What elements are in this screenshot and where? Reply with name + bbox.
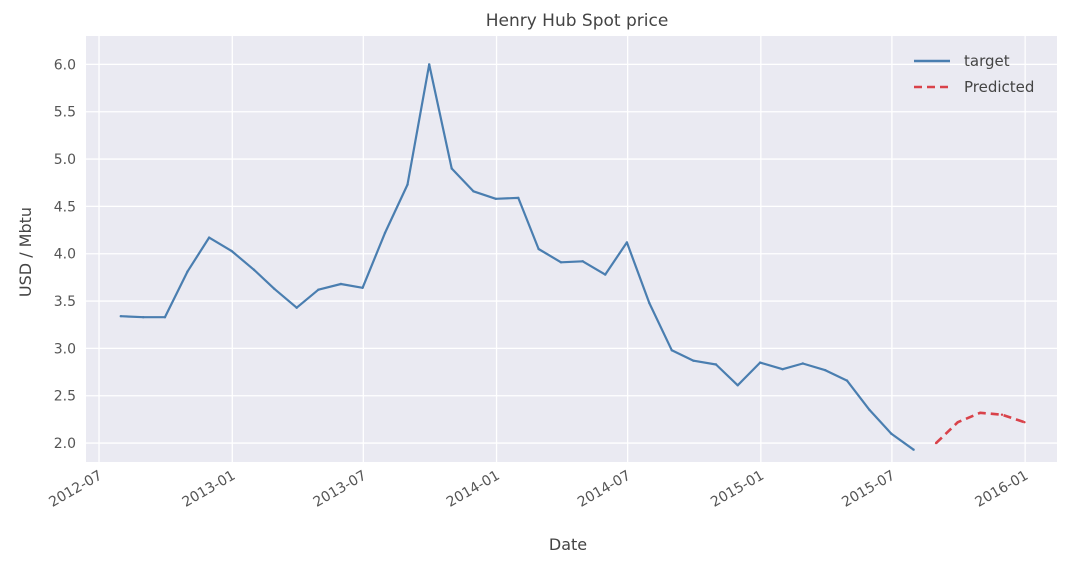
y-tick-label: 3.0	[54, 341, 76, 357]
data-point-target	[890, 432, 893, 435]
y-tick-label: 4.0	[54, 247, 76, 263]
data-point-predicted	[934, 441, 938, 445]
data-point-target	[317, 288, 320, 291]
data-point-target	[361, 286, 364, 289]
y-tick-label: 4.5	[54, 199, 76, 215]
y-tick-label: 3.5	[54, 294, 76, 310]
data-point-target	[119, 315, 123, 318]
y-tick-label: 2.5	[54, 389, 76, 405]
data-point-target	[339, 282, 343, 286]
x-tick-label: 2014-07	[575, 468, 634, 511]
gridlines	[86, 36, 1057, 462]
data-point-target	[559, 261, 563, 264]
data-point-target	[295, 306, 298, 309]
x-tick-label: 2012-07	[46, 468, 105, 511]
data-point-predicted	[1023, 421, 1026, 424]
data-point-target	[714, 363, 718, 366]
series-lines	[119, 63, 1026, 451]
data-point-target	[252, 268, 256, 271]
data-point-target	[517, 196, 520, 200]
x-axis-ticks: 2012-07 2013-01 2013-07 2014-01 2014-07 2015-…	[46, 468, 1031, 511]
legend-label-target: target	[964, 52, 1010, 70]
x-tick-label: 2014-01	[444, 468, 503, 511]
data-point-target	[912, 448, 915, 451]
y-axis-ticks: 2.0 2.5 3.0 3.5 4.0 4.5 5.0 5.5 6.0	[54, 57, 76, 452]
data-point-target	[163, 316, 167, 319]
chart-title: Henry Hub Spot price	[486, 11, 669, 31]
data-point-target	[648, 301, 651, 305]
x-tick-label: 2013-01	[180, 468, 239, 511]
x-tick-label: 2015-07	[839, 468, 898, 511]
data-point-target	[736, 384, 739, 387]
x-tick-label: 2016-01	[972, 468, 1031, 511]
data-point-target	[450, 167, 453, 170]
y-tick-label: 6.0	[54, 57, 76, 73]
data-point-target	[801, 362, 804, 365]
y-tick-label: 2.0	[54, 436, 76, 452]
data-point-target	[845, 379, 849, 382]
data-point-target	[670, 349, 673, 352]
y-tick-label: 5.5	[54, 105, 76, 121]
data-point-target	[625, 241, 629, 244]
data-point-target	[581, 260, 584, 263]
data-point-target	[604, 273, 607, 276]
plot-area	[86, 36, 1057, 462]
data-point-target	[472, 190, 475, 193]
data-point-target	[230, 249, 233, 253]
data-point-predicted	[1000, 413, 1004, 416]
data-point-target	[428, 63, 431, 66]
data-point-target	[406, 183, 409, 186]
legend-label-predicted: Predicted	[964, 78, 1034, 96]
x-tick-label: 2015-01	[708, 468, 767, 511]
data-point-target	[781, 368, 784, 371]
legend: target Predicted	[914, 52, 1034, 96]
data-point-target	[537, 247, 540, 251]
x-tick-label: 2013-07	[311, 468, 370, 511]
data-point-target	[494, 197, 497, 200]
data-point-target	[207, 236, 211, 239]
data-point-target	[758, 361, 762, 364]
y-tick-label: 5.0	[54, 152, 76, 168]
data-point-predicted	[956, 421, 959, 424]
data-point-target	[824, 369, 827, 372]
data-point-target	[692, 359, 695, 362]
x-axis-label: Date	[549, 535, 587, 554]
y-axis-label: USD / Mbtu	[16, 207, 35, 297]
data-point-target	[868, 408, 871, 412]
data-point-target	[383, 231, 387, 235]
data-point-target	[273, 287, 276, 290]
data-point-predicted	[979, 411, 982, 414]
data-point-target	[186, 270, 189, 273]
data-point-target	[142, 316, 145, 319]
